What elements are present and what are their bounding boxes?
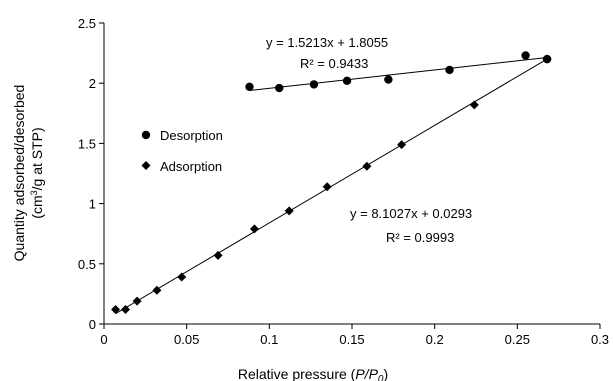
desorption-equation-text: y = 1.5213x + 1.8055 [266, 35, 388, 50]
y-tick-label: 2 [89, 76, 96, 91]
x-tick-label: 0.1 [260, 332, 278, 347]
x-tick-label: 0.2 [426, 332, 444, 347]
adsorption-equation-text: y = 8.1027x + 0.0293 [350, 206, 472, 221]
desorption-equation: y = 1.5213x + 1.8055 R² = 0.9433 [266, 35, 388, 71]
desorption-point [521, 51, 530, 60]
adsorption-point [322, 182, 332, 192]
y-tick-label: 2.5 [78, 16, 96, 31]
adsorption-point [397, 140, 407, 150]
adsorption-point [132, 296, 142, 306]
y-axis-title-line-2-part-2: 3 [29, 190, 39, 195]
x-tick-label: 0.15 [339, 332, 364, 347]
adsorption-point [111, 305, 121, 315]
adsorption-point [213, 250, 223, 260]
axes: 0 0.5 1 1.5 2 2.5 0 0.05 0.1 0.15 0.2 0.25 0.3 [78, 16, 609, 347]
legend: Desorption Adsorption [141, 128, 223, 174]
x-axis-title-part-3: 0 [378, 374, 384, 381]
desorption-point [309, 80, 319, 89]
adsorption-point [362, 161, 372, 171]
y-tick-label: 1 [89, 197, 96, 212]
y-axis-title-line-1: Quantity adsorbed/desorbed [11, 85, 27, 262]
y-tick-label: 1.5 [78, 136, 96, 151]
y-axis-title-line-2: (cm3/g at STP) [29, 127, 45, 218]
adsorption-r2-text: R² = 0.9993 [386, 230, 454, 245]
adsorption-point [469, 100, 479, 110]
desorption-trendline [249, 57, 548, 91]
legend-marker-adsorption [141, 161, 151, 170]
x-axis-title-part-2: P/P [355, 366, 378, 381]
legend-label-desorption: Desorption [160, 128, 223, 143]
y-tick-label: 0 [89, 317, 96, 332]
x-tick-label: 0.05 [174, 332, 199, 347]
legend-label-adsorption: Adsorption [160, 159, 222, 174]
adsorption-point [284, 206, 294, 216]
x-tick-label: 0.25 [505, 332, 530, 347]
desorption-point [384, 75, 393, 84]
adsorption-point [152, 285, 162, 295]
x-axis-title: Relative pressure (P/P0) [238, 366, 388, 381]
legend-marker-desorption [141, 130, 151, 140]
desorption-point [445, 65, 454, 75]
x-tick-label: 0.3 [591, 332, 609, 347]
y-tick-label: 0.5 [78, 257, 96, 272]
desorption-point [342, 76, 352, 85]
adsorption-point [542, 54, 552, 64]
adsorption-point [120, 305, 130, 315]
adsorption-equation: y = 8.1027x + 0.0293 R² = 0.9993 [350, 206, 472, 245]
y-axis-title: Quantity adsorbed/desorbed (cm3/g at STP… [11, 85, 45, 262]
adsorption-point [249, 224, 259, 234]
desorption-r2-text: R² = 0.9433 [300, 56, 368, 71]
desorption-point [275, 83, 284, 93]
y-axis-title-line-2-part-3: /g at STP) [29, 127, 45, 190]
desorption-point [245, 82, 254, 92]
y-axis-title-line-2-part-1: (cm [29, 195, 45, 218]
x-tick-label: 0 [100, 332, 107, 347]
x-axis-title-part-1: Relative pressure ( [238, 366, 356, 381]
markers [111, 51, 552, 315]
x-axis-title-part-4: ) [383, 366, 388, 381]
adsorption-point [177, 272, 187, 282]
